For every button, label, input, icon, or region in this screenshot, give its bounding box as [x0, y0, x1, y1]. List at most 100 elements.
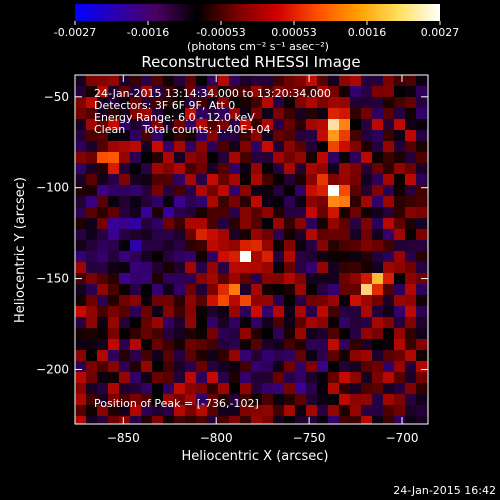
heatmap-cell: [196, 295, 207, 306]
heatmap-cell: [141, 119, 152, 130]
heatmap-cell: [185, 405, 196, 416]
heatmap-cell: [240, 229, 251, 240]
heatmap-cell: [152, 119, 163, 130]
heatmap-cell: [174, 75, 185, 86]
heatmap-cell: [207, 174, 218, 185]
heatmap-cell: [141, 361, 152, 372]
heatmap-cell: [372, 130, 383, 141]
heatmap-cell: [295, 394, 306, 405]
heatmap-cell: [108, 350, 119, 361]
heatmap-cell: [97, 405, 108, 416]
heatmap-cell: [383, 119, 394, 130]
heatmap-cell: [152, 163, 163, 174]
heatmap-cell: [130, 229, 141, 240]
heatmap-cell: [152, 75, 163, 86]
heatmap-cell: [284, 251, 295, 262]
heatmap-cell: [394, 306, 405, 317]
heatmap-cell: [361, 394, 372, 405]
heatmap-cell: [405, 86, 416, 97]
heatmap-cell: [427, 119, 428, 130]
heatmap-cell: [97, 196, 108, 207]
heatmap-cell: [163, 207, 174, 218]
heatmap-cell: [251, 119, 262, 130]
heatmap-cell: [383, 284, 394, 295]
heatmap-cell: [306, 141, 317, 152]
heatmap-cell: [196, 75, 207, 86]
heatmap-cell: [240, 163, 251, 174]
heatmap-cell: [284, 295, 295, 306]
heatmap-cell: [317, 394, 328, 405]
heatmap-cell: [174, 196, 185, 207]
heatmap-cell: [97, 218, 108, 229]
footer-timestamp: 24-Jan-2015 16:42: [393, 484, 496, 497]
heatmap-cell: [383, 75, 394, 86]
heatmap-cell: [207, 141, 218, 152]
heatmap-cell: [284, 306, 295, 317]
heatmap-cell: [405, 394, 416, 405]
heatmap-cell: [75, 97, 86, 108]
heatmap-cell: [152, 185, 163, 196]
heatmap-cell: [372, 196, 383, 207]
heatmap-cell: [383, 295, 394, 306]
heatmap-cell: [130, 405, 141, 416]
heatmap-cell: [229, 141, 240, 152]
heatmap-cell: [75, 240, 86, 251]
heatmap-cell: [97, 383, 108, 394]
heatmap-cell: [394, 295, 405, 306]
heatmap-cell: [284, 361, 295, 372]
heatmap-cell: [361, 361, 372, 372]
heatmap-cell: [141, 130, 152, 141]
colorbar-tick-label: -0.0027: [54, 26, 96, 39]
heatmap-cell: [207, 416, 218, 424]
heatmap-cell: [317, 97, 328, 108]
heatmap-cell: [163, 97, 174, 108]
info-line-detectors: Detectors: 3F 6F 9F, Att 0: [94, 99, 235, 112]
heatmap-cell: [240, 141, 251, 152]
heatmap-cell: [262, 372, 273, 383]
heatmap-cell: [97, 262, 108, 273]
heatmap-cell: [163, 75, 174, 86]
heatmap-cell: [174, 284, 185, 295]
heatmap-cell: [108, 130, 119, 141]
heatmap-cell: [262, 350, 273, 361]
heatmap-cell: [416, 328, 427, 339]
heatmap-cell: [317, 108, 328, 119]
heatmap-cell: [229, 75, 240, 86]
heatmap-cell: [361, 119, 372, 130]
heatmap-cell: [196, 350, 207, 361]
heatmap-cell: [174, 185, 185, 196]
heatmap-cell: [163, 350, 174, 361]
heatmap-cell: [317, 130, 328, 141]
heatmap-cell: [427, 273, 428, 284]
heatmap-cell: [339, 372, 350, 383]
heatmap-cell: [317, 339, 328, 350]
heatmap-cell: [130, 141, 141, 152]
heatmap-cell: [262, 262, 273, 273]
heatmap-cell: [75, 328, 86, 339]
heatmap-cell: [163, 295, 174, 306]
heatmap-cell: [317, 372, 328, 383]
heatmap-cell: [251, 240, 262, 251]
heatmap-cell: [262, 317, 273, 328]
heatmap-cell: [350, 295, 361, 306]
heatmap-cell: [405, 383, 416, 394]
heatmap-cell: [97, 119, 108, 130]
heatmap-cell: [207, 86, 218, 97]
heatmap-cell: [185, 163, 196, 174]
heatmap-cell: [185, 75, 196, 86]
heatmap-cell: [130, 196, 141, 207]
heatmap-cell: [119, 218, 130, 229]
heatmap-cell: [251, 273, 262, 284]
heatmap-cell: [416, 251, 427, 262]
heatmap-cell: [317, 262, 328, 273]
heatmap-cell: [240, 383, 251, 394]
heatmap-cell: [328, 196, 339, 207]
heatmap-cell: [427, 284, 428, 295]
heatmap-cell: [207, 229, 218, 240]
y-tick-label: −150: [36, 272, 69, 286]
heatmap-cell: [394, 273, 405, 284]
heatmap-cell: [97, 207, 108, 218]
heatmap-cell: [108, 174, 119, 185]
heatmap-cell: [405, 196, 416, 207]
heatmap-cell: [306, 251, 317, 262]
